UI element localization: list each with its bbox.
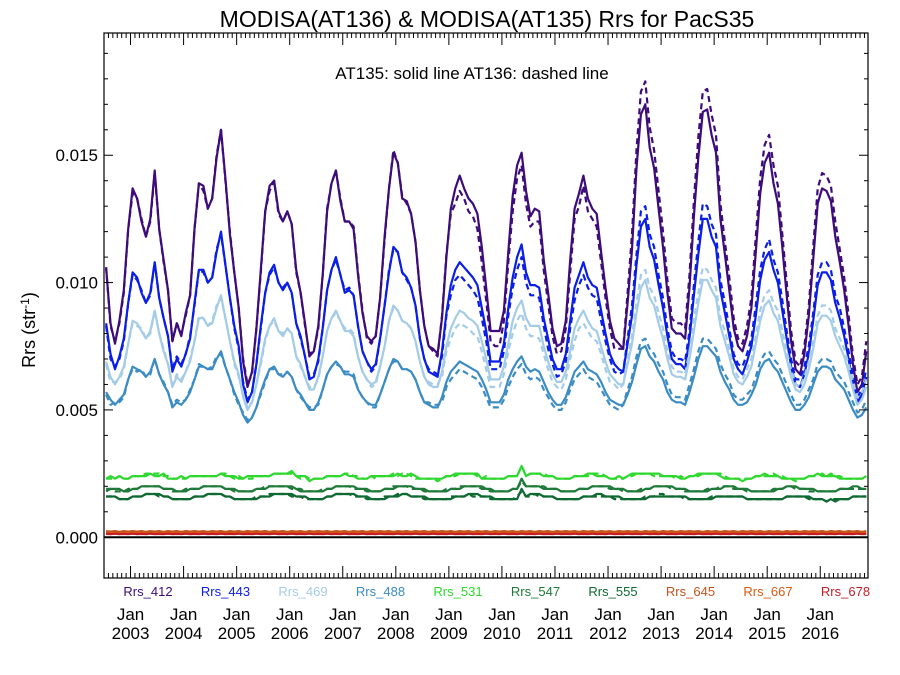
x-tick-month-label: Jan (647, 605, 674, 624)
legend-entry-rrs-667: Rrs_667 (743, 584, 792, 599)
legend-entry-rrs-645: Rrs_645 (666, 584, 715, 599)
series-line-rrs-443-at135 (105, 217, 868, 404)
series-line-rrs-443-at136 (105, 202, 868, 401)
legend-entry-rrs-443: Rrs_443 (201, 584, 250, 599)
x-axis: Jan2003Jan2004Jan2005Jan2006Jan2007Jan20… (103, 33, 865, 643)
x-tick-year-label: 2009 (430, 624, 468, 643)
x-tick-month-label: Jan (382, 605, 409, 624)
series-line-rrs-488-at136 (105, 337, 868, 422)
series-line-rrs-531-at136 (106, 464, 867, 483)
y-tick-label: 0.015 (55, 146, 98, 165)
x-tick-month-label: Jan (594, 605, 621, 624)
x-tick-month-label: Jan (700, 605, 727, 624)
x-tick-year-label: 2012 (589, 624, 627, 643)
series-line-rrs-555-at136 (106, 490, 867, 503)
legend-entry-rrs-547: Rrs_547 (511, 584, 560, 599)
series-line-rrs-412-at136 (105, 80, 868, 386)
series-line-rrs-531-at135 (105, 464, 867, 483)
legend-entry-rrs-531: Rrs_531 (433, 584, 482, 599)
x-tick-month-label: Jan (223, 605, 250, 624)
x-tick-year-label: 2016 (801, 624, 839, 643)
x-tick-month-label: Jan (488, 605, 515, 624)
x-tick-year-label: 2015 (748, 624, 786, 643)
y-tick-label: 0.005 (55, 401, 98, 420)
y-axis: 0.000 0.005 0.010 0.015 (55, 52, 868, 547)
plot-lines (105, 80, 868, 536)
y-tick-label: 0.010 (55, 274, 98, 293)
x-tick-month-label: Jan (435, 605, 462, 624)
line-style-note: AT135: solid line AT136: dashed line (335, 64, 608, 83)
series-line-rrs-547-at135 (106, 477, 867, 493)
x-tick-month-label: Jan (276, 605, 303, 624)
y-tick-label: 0.000 (55, 528, 98, 547)
x-tick-month-label: Jan (329, 605, 356, 624)
legend-entry-rrs-555: Rrs_555 (588, 584, 637, 599)
x-tick-year-label: 2014 (695, 624, 733, 643)
x-tick-year-label: 2013 (642, 624, 680, 643)
chart-title: MODISA(AT136) & MODISA(AT135) Rrs for Pa… (220, 6, 755, 32)
x-tick-month-label: Jan (117, 605, 144, 624)
x-tick-year-label: 2010 (483, 624, 521, 643)
series-line-rrs-547-at136 (105, 480, 867, 493)
series-line-rrs-645-at135 (105, 530, 867, 533)
legend-entry-rrs-678: Rrs_678 (821, 584, 870, 599)
x-tick-year-label: 2007 (324, 624, 362, 643)
plot-frame (103, 32, 869, 579)
legend-entry-rrs-488: Rrs_488 (356, 584, 405, 599)
x-tick-month-label: Jan (170, 605, 197, 624)
y-axis-label: Rrs (str-1) (18, 292, 39, 368)
x-tick-year-label: 2011 (537, 624, 574, 643)
x-tick-year-label: 2005 (218, 624, 256, 643)
x-tick-year-label: 2008 (377, 624, 415, 643)
x-tick-year-label: 2006 (271, 624, 309, 643)
x-tick-month-label: Jan (541, 605, 568, 624)
series-line-rrs-488-at135 (105, 345, 868, 424)
x-tick-month-label: Jan (753, 605, 780, 624)
legend-entry-rrs-412: Rrs_412 (123, 584, 172, 599)
x-tick-year-label: 2004 (165, 624, 203, 643)
series-line-rrs-469-at136 (105, 266, 868, 409)
x-tick-year-label: 2003 (112, 624, 150, 643)
series-line-rrs-678-at135 (106, 532, 867, 536)
legend-entry-rrs-469: Rrs_469 (278, 584, 327, 599)
legend: Rrs_412 Rrs_443 Rrs_469 Rrs_488 Rrs_531 Rrs_5… (123, 584, 870, 599)
x-tick-month-label: Jan (807, 605, 834, 624)
